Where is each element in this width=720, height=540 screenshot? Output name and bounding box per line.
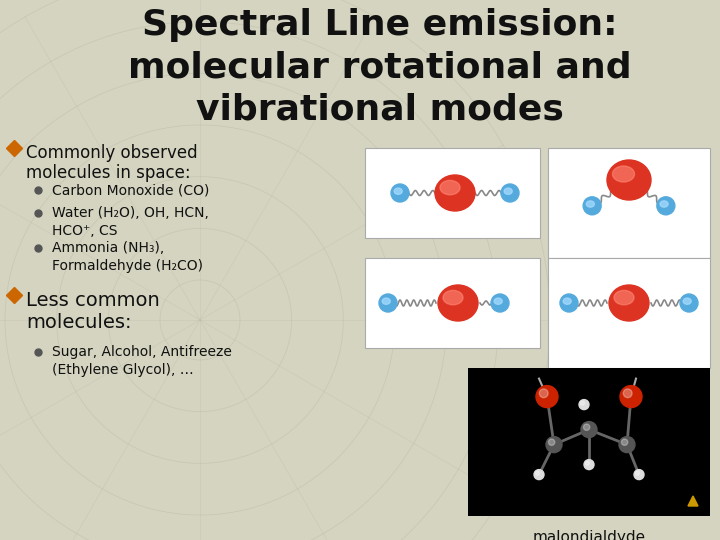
Text: Commonly observed: Commonly observed: [26, 144, 197, 162]
Ellipse shape: [491, 294, 509, 312]
Circle shape: [584, 460, 594, 470]
Ellipse shape: [609, 285, 649, 321]
Ellipse shape: [657, 197, 675, 215]
Text: Spectral Line emission:: Spectral Line emission:: [143, 8, 618, 42]
Ellipse shape: [680, 294, 698, 312]
Text: Less common: Less common: [26, 291, 160, 310]
Ellipse shape: [504, 188, 512, 194]
Text: malondialdyde: malondialdyde: [532, 530, 646, 540]
Ellipse shape: [560, 294, 578, 312]
Circle shape: [585, 461, 590, 465]
Ellipse shape: [438, 285, 478, 321]
Ellipse shape: [394, 188, 402, 194]
Bar: [468, 368, 710, 516]
Text: Water (H₂O), OH, HCN,: Water (H₂O), OH, HCN,: [52, 206, 209, 220]
Circle shape: [636, 471, 639, 475]
Circle shape: [619, 437, 635, 453]
Ellipse shape: [683, 298, 691, 305]
Text: Formaldehyde (H₂CO): Formaldehyde (H₂CO): [52, 259, 203, 273]
Ellipse shape: [660, 201, 668, 207]
Bar: [365, 148, 540, 238]
Ellipse shape: [563, 298, 571, 305]
Circle shape: [534, 470, 544, 480]
Bar: [365, 258, 540, 348]
Text: molecules:: molecules:: [26, 313, 132, 332]
Text: molecules in space:: molecules in space:: [26, 164, 191, 182]
Ellipse shape: [435, 175, 475, 211]
Ellipse shape: [494, 298, 503, 305]
Ellipse shape: [607, 160, 651, 200]
Text: vibrational modes: vibrational modes: [196, 92, 564, 126]
Ellipse shape: [614, 291, 634, 305]
Circle shape: [621, 439, 628, 446]
Ellipse shape: [501, 184, 519, 202]
Circle shape: [579, 400, 589, 410]
Bar: [548, 148, 710, 258]
Ellipse shape: [382, 298, 390, 305]
Circle shape: [549, 439, 555, 446]
Ellipse shape: [391, 184, 409, 202]
Circle shape: [620, 386, 642, 408]
Text: molecular rotational and: molecular rotational and: [128, 50, 632, 84]
Circle shape: [546, 437, 562, 453]
Circle shape: [624, 389, 632, 397]
Polygon shape: [688, 496, 698, 506]
Ellipse shape: [613, 166, 634, 182]
Circle shape: [536, 471, 539, 475]
Ellipse shape: [440, 180, 460, 195]
Circle shape: [536, 386, 558, 408]
Text: Ammonia (NH₃),: Ammonia (NH₃),: [52, 241, 164, 255]
Text: Carbon Monoxide (CO): Carbon Monoxide (CO): [52, 183, 210, 197]
Circle shape: [539, 389, 548, 397]
Circle shape: [580, 401, 585, 405]
Ellipse shape: [443, 291, 463, 305]
Ellipse shape: [379, 294, 397, 312]
Circle shape: [583, 424, 590, 430]
Text: (Ethylene Glycol), …: (Ethylene Glycol), …: [52, 363, 194, 377]
Ellipse shape: [583, 197, 601, 215]
Text: Sugar, Alcohol, Antifreeze: Sugar, Alcohol, Antifreeze: [52, 345, 232, 359]
Circle shape: [581, 422, 597, 437]
Circle shape: [634, 470, 644, 480]
Ellipse shape: [586, 201, 595, 207]
Text: HCO⁺, CS: HCO⁺, CS: [52, 224, 117, 238]
Bar: [548, 258, 710, 368]
